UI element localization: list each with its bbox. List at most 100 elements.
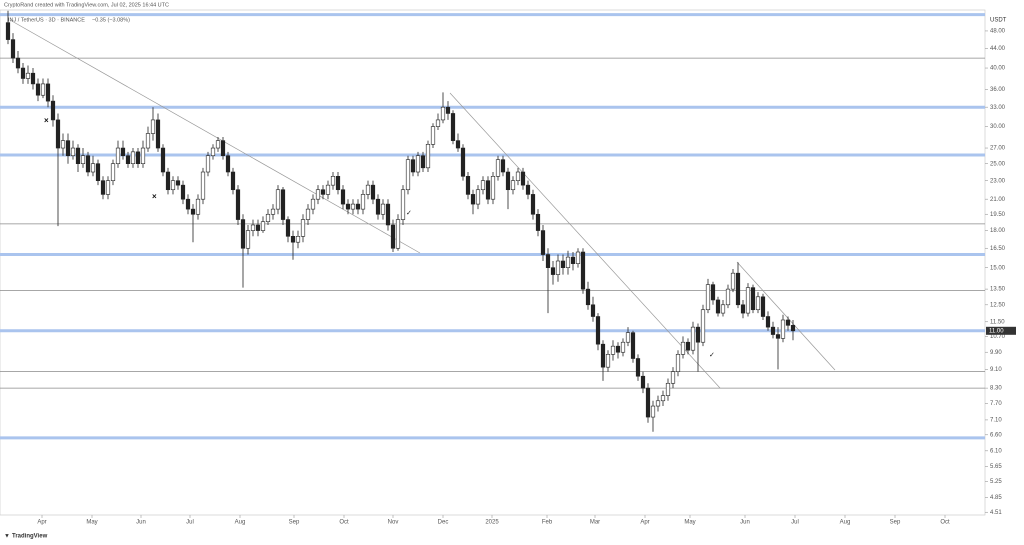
candle-body: [210, 147, 216, 157]
candle-body: [310, 198, 316, 210]
y-tick-label: 9.90: [990, 350, 1002, 356]
y-tick-label: 25.00: [990, 161, 1006, 167]
candle-body: [755, 296, 761, 311]
candle-body: [175, 180, 181, 186]
brand: TradingView: [12, 534, 48, 540]
candle-body: [510, 180, 516, 191]
candle-body: [785, 319, 791, 326]
candle-body: [385, 203, 391, 226]
y-tick-label: 7.10: [990, 417, 1002, 423]
candle-body: [205, 155, 211, 173]
candle-body: [570, 256, 576, 264]
last-price-label: 11.00: [989, 328, 1004, 334]
x-tick-label: May: [684, 520, 695, 526]
candle-body: [155, 119, 161, 149]
candle-body: [495, 159, 501, 177]
candle-body: [135, 151, 141, 165]
brand-logo: ▼: [4, 534, 10, 540]
candle-body: [370, 184, 376, 200]
candle-body: [450, 113, 456, 141]
y-tick-label: 33.00: [990, 105, 1006, 111]
x-tick-label: Jul: [791, 520, 799, 526]
candle-body: [360, 194, 366, 210]
y-tick-label: 5.25: [990, 479, 1002, 485]
candle-body: [595, 316, 601, 345]
y-tick-label: 36.00: [990, 87, 1006, 93]
candle-body: [405, 159, 411, 191]
candle-body: [645, 387, 651, 418]
y-tick-label: 5.65: [990, 464, 1002, 470]
candle-body: [655, 400, 661, 407]
plot-frame: [0, 9, 986, 516]
candle-body: [470, 194, 476, 205]
y-tick-label: 19.50: [990, 212, 1006, 218]
candle-body: [30, 72, 36, 85]
candle-body: [215, 140, 221, 149]
candle-body: [285, 219, 291, 237]
candle-body: [250, 224, 256, 231]
candle-body: [150, 119, 156, 134]
y-tick-label: 30.00: [990, 124, 1006, 130]
candle-body: [25, 72, 31, 79]
candle-body: [140, 147, 146, 165]
candle-body: [255, 224, 261, 231]
candle-body: [650, 405, 656, 418]
x-tick-label: Sep: [890, 520, 901, 526]
candle-body: [15, 57, 21, 69]
candle-body: [320, 189, 326, 195]
marker: ×: [152, 192, 157, 201]
candle-body: [380, 203, 386, 215]
candle-body: [445, 106, 451, 114]
candle-body: [715, 299, 721, 314]
candle-body: [45, 83, 51, 102]
candle-body: [640, 375, 646, 389]
marker: ✓: [406, 210, 412, 217]
candle-body: [10, 39, 16, 59]
y-tick-label: 7.70: [990, 401, 1002, 407]
candle-body: [490, 175, 496, 200]
candle-body: [185, 198, 191, 210]
candle-body: [235, 189, 241, 220]
candle-body: [500, 159, 506, 173]
candle-body: [530, 194, 536, 215]
y-tick-label: 13.50: [990, 287, 1006, 293]
candle-body: [520, 171, 526, 186]
candle-body: [70, 147, 76, 157]
candle-body: [745, 287, 751, 314]
candle-body: [625, 332, 631, 343]
symbol: INJ / TetherUS · 3D · BINANCE: [8, 17, 85, 23]
candle-body: [750, 287, 756, 311]
trend-line: [9, 19, 421, 254]
candle-body: [5, 22, 11, 40]
candle-body: [780, 319, 786, 339]
candle-body: [170, 180, 176, 191]
candle-body: [590, 304, 596, 317]
candle-body: [105, 180, 111, 195]
candle-body: [475, 189, 481, 205]
candle-body: [675, 354, 681, 372]
y-tick-label: 48.00: [990, 29, 1006, 35]
candle-body: [75, 147, 81, 165]
candle-body: [615, 345, 621, 353]
candle-body: [695, 326, 701, 343]
candle-body: [585, 288, 591, 306]
candle-body: [290, 236, 296, 243]
candle-body: [125, 155, 131, 165]
candle-body: [685, 341, 691, 351]
candle-body: [245, 230, 251, 249]
candle-body: [20, 67, 26, 79]
y-tick-label: 6.60: [990, 432, 1002, 438]
x-tick-label: Oct: [339, 520, 349, 526]
candle-body: [740, 304, 746, 314]
candle-body: [335, 175, 341, 191]
x-tick-label: Feb: [542, 520, 553, 526]
y-tick-label: 16.50: [990, 246, 1006, 252]
trend-line: [736, 261, 836, 371]
candle-body: [355, 203, 361, 210]
candle-body: [390, 224, 396, 249]
candle-body: [90, 163, 96, 173]
y-tick-label: 10.70: [990, 334, 1006, 340]
candle-body: [400, 189, 406, 220]
x-tick-label: 2025: [485, 520, 499, 526]
